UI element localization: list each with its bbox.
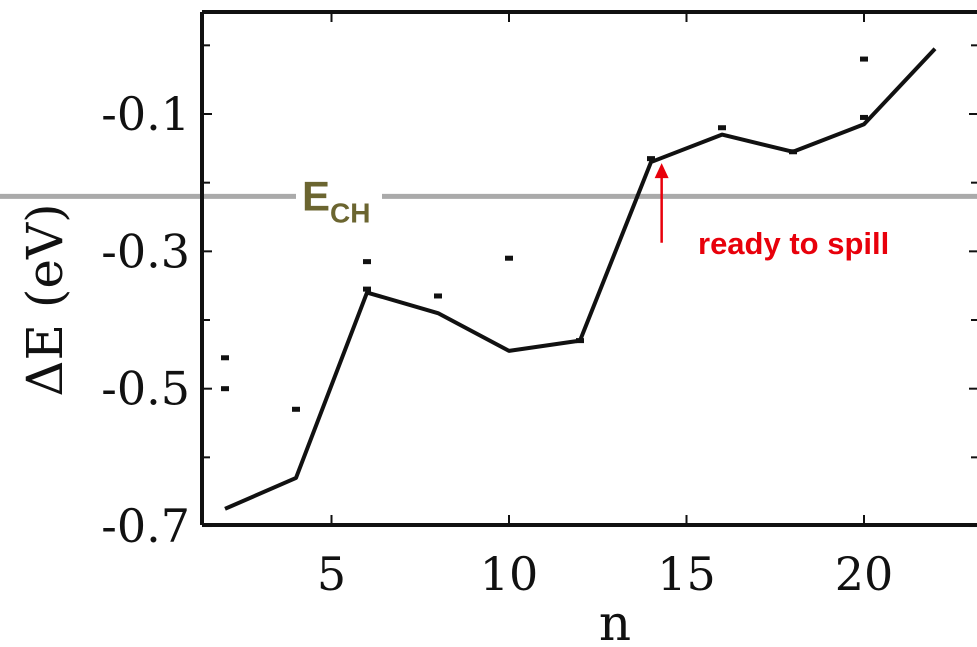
y-tick-label: -0.3 bbox=[101, 224, 190, 278]
annotation-label: ready to spill bbox=[698, 226, 889, 261]
y-tick-label: -0.7 bbox=[101, 499, 190, 553]
x-tick-label: 5 bbox=[317, 547, 346, 601]
y-axis-title: ΔE (eV) bbox=[16, 203, 74, 396]
x-tick-label: 20 bbox=[835, 547, 894, 601]
x-tick-label: 10 bbox=[480, 547, 539, 601]
ech-label-main: E bbox=[302, 172, 330, 219]
data-point bbox=[860, 56, 868, 62]
data-point bbox=[647, 156, 655, 162]
data-point bbox=[363, 286, 371, 292]
data-point bbox=[363, 259, 371, 265]
data-point bbox=[221, 355, 229, 361]
data-point bbox=[718, 125, 726, 131]
data-point bbox=[789, 149, 797, 155]
y-tick-label: -0.5 bbox=[101, 362, 190, 416]
data-point bbox=[434, 293, 442, 299]
annotation-arrowhead bbox=[654, 163, 669, 179]
data-point bbox=[292, 406, 300, 412]
y-tick-label: -0.1 bbox=[101, 87, 190, 141]
data-point bbox=[221, 386, 229, 392]
ech-label-sub: CH bbox=[330, 197, 370, 228]
data-point bbox=[576, 338, 584, 344]
data-point bbox=[860, 114, 868, 120]
x-axis-title: n bbox=[599, 594, 631, 647]
data-point bbox=[505, 255, 513, 261]
series-line bbox=[224, 47, 937, 511]
x-tick-label: 15 bbox=[657, 547, 716, 601]
ech-label: ECH bbox=[302, 172, 370, 228]
